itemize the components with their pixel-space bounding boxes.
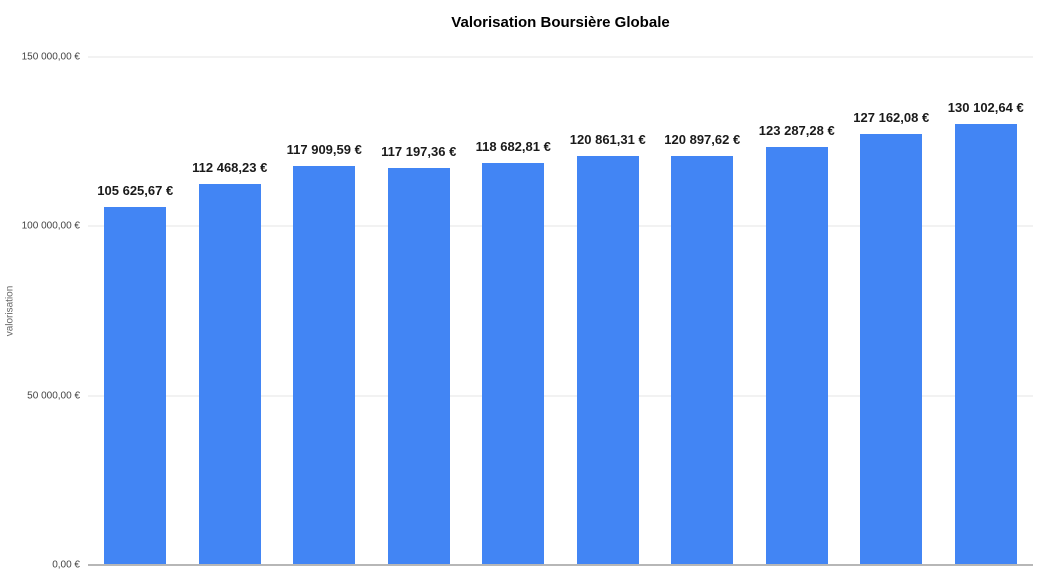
bar-group: 118 682,81 € [466, 57, 561, 565]
bar[interactable]: 123 287,28 € [759, 123, 835, 565]
bar-value-label: 120 861,31 € [569, 131, 646, 147]
bar-group: 123 287,28 € [750, 57, 845, 565]
gridline [88, 225, 1033, 227]
bar-value-label: 130 102,64 € [947, 100, 1024, 116]
bar[interactable]: 112 468,23 € [192, 160, 267, 565]
bar-value-label: 117 197,36 € [381, 144, 457, 160]
y-tick-label: 150 000,00 € [21, 51, 80, 63]
bar-value-label: 120 897,62 € [664, 131, 741, 147]
bar-value-label: 123 287,28 € [758, 123, 835, 139]
bar[interactable]: 105 625,67 € [97, 183, 173, 565]
chart-title: Valorisation Boursière Globale [451, 14, 670, 31]
bar-group: 117 197,36 € [372, 57, 467, 565]
bar-group: 127 162,08 € [844, 57, 939, 565]
bar[interactable]: 127 162,08 € [853, 110, 929, 565]
bar-value-label: 117 909,59 € [286, 141, 362, 157]
y-axis-labels: 0,00 € 50 000,00 € 100 000,00 € 150 000,00 … [0, 52, 80, 571]
gridline [88, 56, 1033, 58]
y-tick-label: 100 000,00 € [21, 220, 80, 232]
bar-group: 130 102,64 € [939, 57, 1034, 565]
bar[interactable]: 130 102,64 € [948, 100, 1024, 565]
plot-area: 105 625,67 € 112 468,23 € 117 909,59 € 117 … [88, 56, 1033, 566]
bar-group: 120 897,62 € [655, 57, 750, 565]
bars: 105 625,67 € 112 468,23 € 117 909,59 € 117 … [88, 57, 1033, 565]
bar-group: 117 909,59 € [277, 57, 372, 565]
bar-value-label: 127 162,08 € [853, 110, 930, 126]
bar[interactable]: 120 897,62 € [664, 132, 740, 565]
y-tick-label: 50 000,00 € [27, 390, 80, 402]
bar[interactable]: 118 682,81 € [476, 139, 551, 565]
y-tick-label: 0,00 € [52, 559, 80, 571]
bar[interactable]: 117 197,36 € [381, 144, 456, 565]
bar-group: 120 861,31 € [561, 57, 656, 565]
bar-group: 105 625,67 € [88, 57, 183, 565]
bar[interactable]: 117 909,59 € [287, 142, 362, 565]
bar-group: 112 468,23 € [183, 57, 278, 565]
bar-value-label: 118 682,81 € [475, 139, 551, 155]
x-axis-baseline [88, 564, 1033, 566]
gridline [88, 395, 1033, 397]
bar-value-label: 112 468,23 € [192, 160, 268, 176]
bar[interactable]: 120 861,31 € [570, 132, 646, 565]
bar-value-label: 105 625,67 € [97, 183, 174, 199]
